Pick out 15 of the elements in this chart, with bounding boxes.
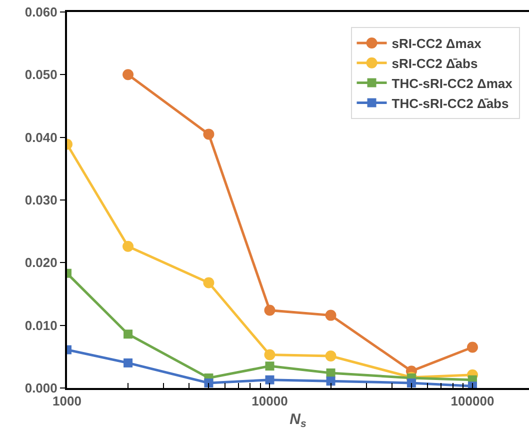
y-tick-label: 0.050 (24, 67, 58, 82)
y-tick-label: 0.060 (24, 4, 58, 20)
legend-label: THC-sRI-CC2 Δmax (392, 76, 514, 91)
y-tick-label: 0.020 (24, 255, 58, 270)
x-tick-label: 10000 (252, 394, 288, 409)
y-tick-label: 0.040 (24, 130, 58, 145)
y-tick-label: 0.000 (24, 380, 58, 396)
legend-label: sRI-CC2 Δmax (392, 36, 482, 52)
y-tick-label: 0.010 (24, 318, 58, 333)
x-axis-title: N$_{s}$ (290, 411, 306, 430)
legend-label: THC-sRI-CC2 Δ̄abs (392, 96, 509, 111)
x-tick-label: 100000 (450, 394, 494, 409)
legend-label: sRI-CC2 Δ̄abs (392, 56, 478, 71)
x-tick-label: 1000 (52, 394, 82, 409)
y-tick-label: 0.030 (24, 192, 58, 208)
